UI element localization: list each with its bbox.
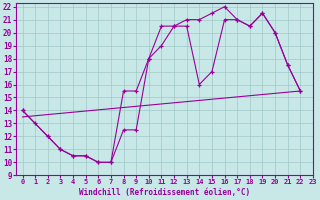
X-axis label: Windchill (Refroidissement éolien,°C): Windchill (Refroidissement éolien,°C) — [79, 188, 250, 197]
